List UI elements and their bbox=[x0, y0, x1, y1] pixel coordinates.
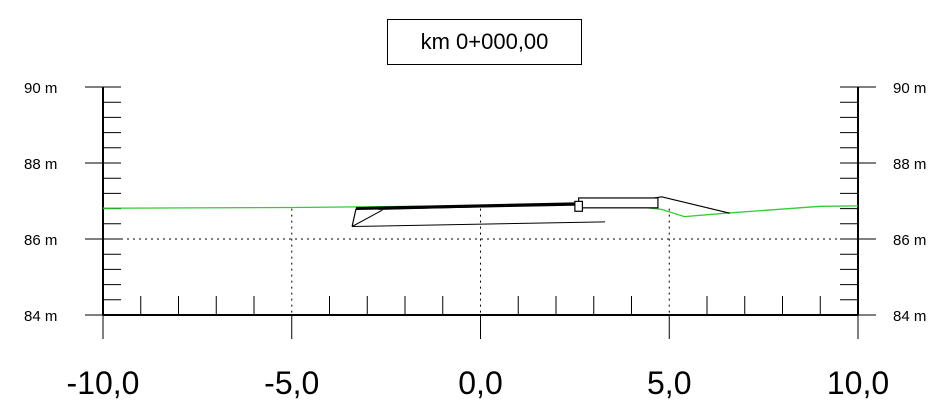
embankment-upper-line bbox=[378, 203, 579, 210]
embankment-base-line bbox=[352, 221, 606, 227]
y-tick-label-left: 84 m bbox=[24, 308, 57, 325]
y-tick-label-right: 90 m bbox=[893, 80, 926, 97]
x-tick-label: -5,0 bbox=[264, 365, 319, 401]
y-tick-label-right: 86 m bbox=[893, 232, 926, 249]
labels-layer: 90 m 90 m 88 m 88 m 86 m 86 m 84 m 84 m -10,0 -5,… bbox=[24, 80, 926, 401]
curb-block bbox=[574, 200, 584, 212]
y-tick-label-left: 90 m bbox=[24, 80, 57, 97]
pavement-top-line bbox=[355, 202, 579, 210]
structure-layer bbox=[351, 196, 730, 227]
station-label: km 0+000,00 bbox=[420, 29, 549, 54]
y-tick-label-right: 84 m bbox=[893, 308, 926, 325]
x-tick-label: 0,0 bbox=[458, 365, 502, 401]
y-tick-label-right: 88 m bbox=[893, 156, 926, 173]
slab-block bbox=[578, 197, 659, 209]
station-label-box: km 0+000,00 bbox=[387, 19, 582, 65]
x-tick-label: -10,0 bbox=[67, 365, 140, 401]
x-tick-label: 5,0 bbox=[647, 365, 691, 401]
y-tick-label-left: 88 m bbox=[24, 156, 57, 173]
embankment-inner-line bbox=[351, 209, 383, 227]
x-tick-label: 10,0 bbox=[827, 365, 889, 401]
y-tick-label-left: 86 m bbox=[24, 232, 57, 249]
axes-layer bbox=[85, 86, 876, 339]
embankment-outline bbox=[351, 196, 730, 227]
